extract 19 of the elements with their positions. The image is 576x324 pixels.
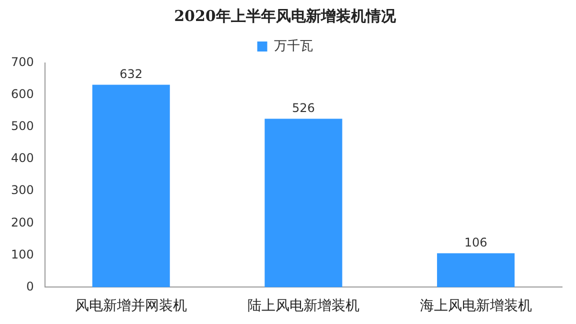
y-tick-label: 500 [11, 119, 34, 134]
data-label: 106 [464, 235, 488, 250]
y-tick-label: 300 [11, 183, 34, 198]
y-tick-label: 700 [11, 55, 34, 70]
bar [437, 253, 515, 288]
x-tick-label: 风电新增并网装机 [75, 298, 188, 314]
x-tick-label: 陆上风电新增装机 [247, 298, 360, 314]
bar [264, 118, 342, 288]
data-label: 632 [120, 66, 143, 81]
bar [92, 84, 170, 288]
y-tick-label: 0 [26, 279, 34, 294]
y-tick-label: 100 [11, 247, 34, 262]
y-tick-label: 400 [11, 151, 34, 166]
data-label: 526 [292, 100, 315, 115]
y-tick-label: 600 [11, 87, 34, 102]
chart-title: 2020年上半年风电新增装机情况 [174, 6, 397, 25]
x-tick-label: 海上风电新增装机 [420, 298, 532, 314]
y-tick-label: 200 [11, 215, 34, 230]
legend-label: 万千瓦 [274, 38, 313, 54]
